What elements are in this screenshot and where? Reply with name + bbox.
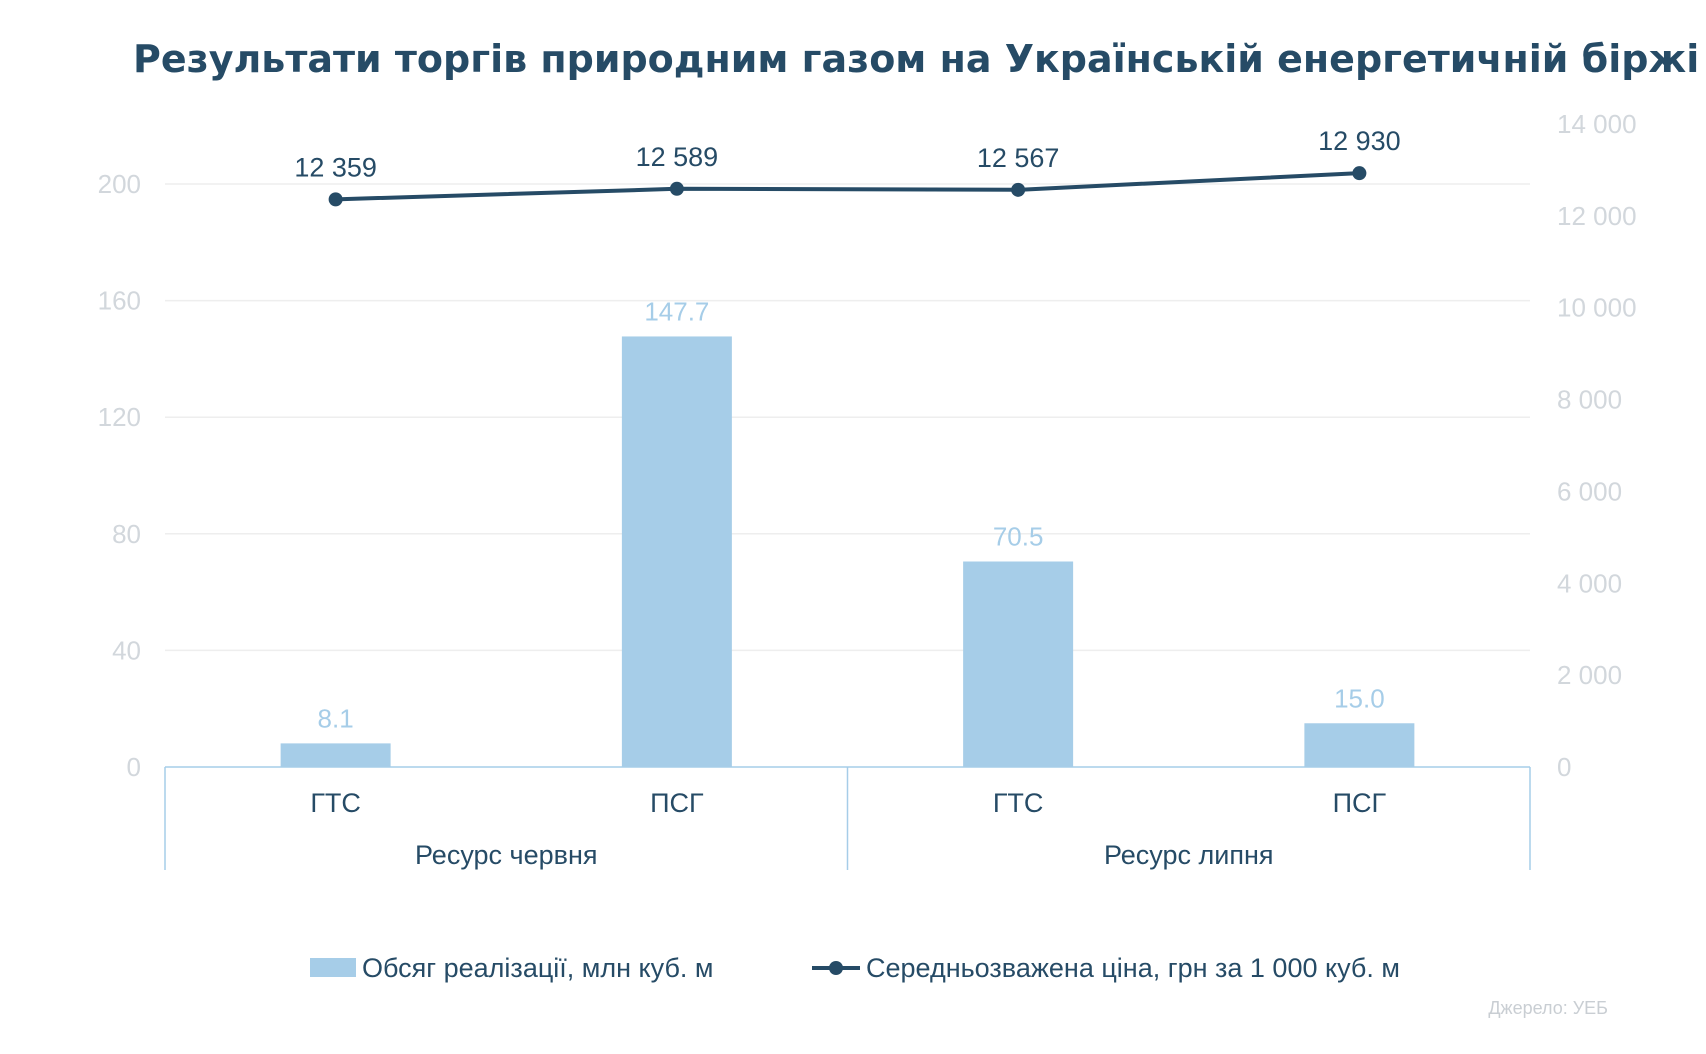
legend: Обсяг реалізації, млн куб. м Середньозва…	[310, 953, 1400, 983]
bar-data-label: 15.0	[1334, 683, 1385, 713]
y-right-tick-label: 2 000	[1557, 660, 1622, 690]
x-category-label: ПСГ	[650, 788, 704, 818]
y-right-tick-label: 12 000	[1557, 201, 1637, 231]
legend-label-price: Середньозважена ціна, грн за 1 000 куб. …	[866, 953, 1400, 983]
y-axis-right: 0 2 000 4 000 6 000 8 000 10 000 12 000 14 000	[1557, 109, 1637, 782]
y-left-tick-label: 160	[98, 286, 141, 316]
y-left-tick-label: 120	[98, 402, 141, 432]
price-data-label: 12 359	[294, 152, 377, 182]
y-right-tick-label: 10 000	[1557, 293, 1637, 323]
price-point	[328, 192, 343, 207]
price-data-label: 12 567	[977, 143, 1060, 173]
price-point	[669, 181, 684, 196]
legend-swatch-volume	[310, 958, 356, 977]
y-right-tick-label: 14 000	[1557, 109, 1637, 139]
bar-series: 8.1 147.7 70.5 15.0	[280, 296, 1415, 767]
price-point	[1011, 182, 1026, 197]
source-note: Джерело: УЕБ	[1488, 998, 1608, 1018]
bar-data-label: 8.1	[318, 703, 354, 733]
price-point	[1352, 166, 1367, 181]
bar-data-label: 70.5	[993, 521, 1044, 551]
legend-label-volume: Обсяг реалізації, млн куб. м	[362, 953, 713, 983]
y-left-tick-label: 0	[127, 752, 141, 782]
x-category-label: ПСГ	[1333, 788, 1387, 818]
chart-title: Результати торгів природним газом на Укр…	[133, 37, 1699, 81]
bar	[280, 743, 391, 767]
x-category-label: ГТС	[993, 788, 1044, 818]
y-left-tick-label: 200	[98, 169, 141, 199]
y-right-tick-label: 8 000	[1557, 385, 1622, 415]
bar	[621, 336, 732, 767]
gridlines	[165, 183, 1530, 652]
price-data-label: 12 930	[1318, 126, 1401, 156]
x-category-label: ГТС	[310, 788, 361, 818]
price-line	[335, 171, 1360, 202]
y-right-tick-label: 0	[1557, 752, 1571, 782]
line-series: 12 359 12 589 12 567 12 930	[294, 126, 1401, 207]
bar	[963, 561, 1074, 767]
price-data-label: 12 589	[636, 142, 719, 172]
y-right-tick-label: 6 000	[1557, 476, 1622, 506]
legend-swatch-price-marker	[829, 961, 843, 975]
bar-data-label: 147.7	[644, 296, 709, 326]
y-axis-left: 0 40 80 120 160 200	[98, 169, 141, 782]
x-group-label: Ресурс липня	[1104, 840, 1274, 870]
y-left-tick-label: 40	[112, 635, 141, 665]
x-axis: ГТС ПСГ ГТС ПСГ Ресурс червня Ресурс липня	[164, 766, 1531, 870]
y-left-tick-label: 80	[112, 519, 141, 549]
y-right-tick-label: 4 000	[1557, 568, 1622, 598]
bar	[1304, 723, 1415, 767]
x-group-label: Ресурс червня	[415, 840, 598, 870]
